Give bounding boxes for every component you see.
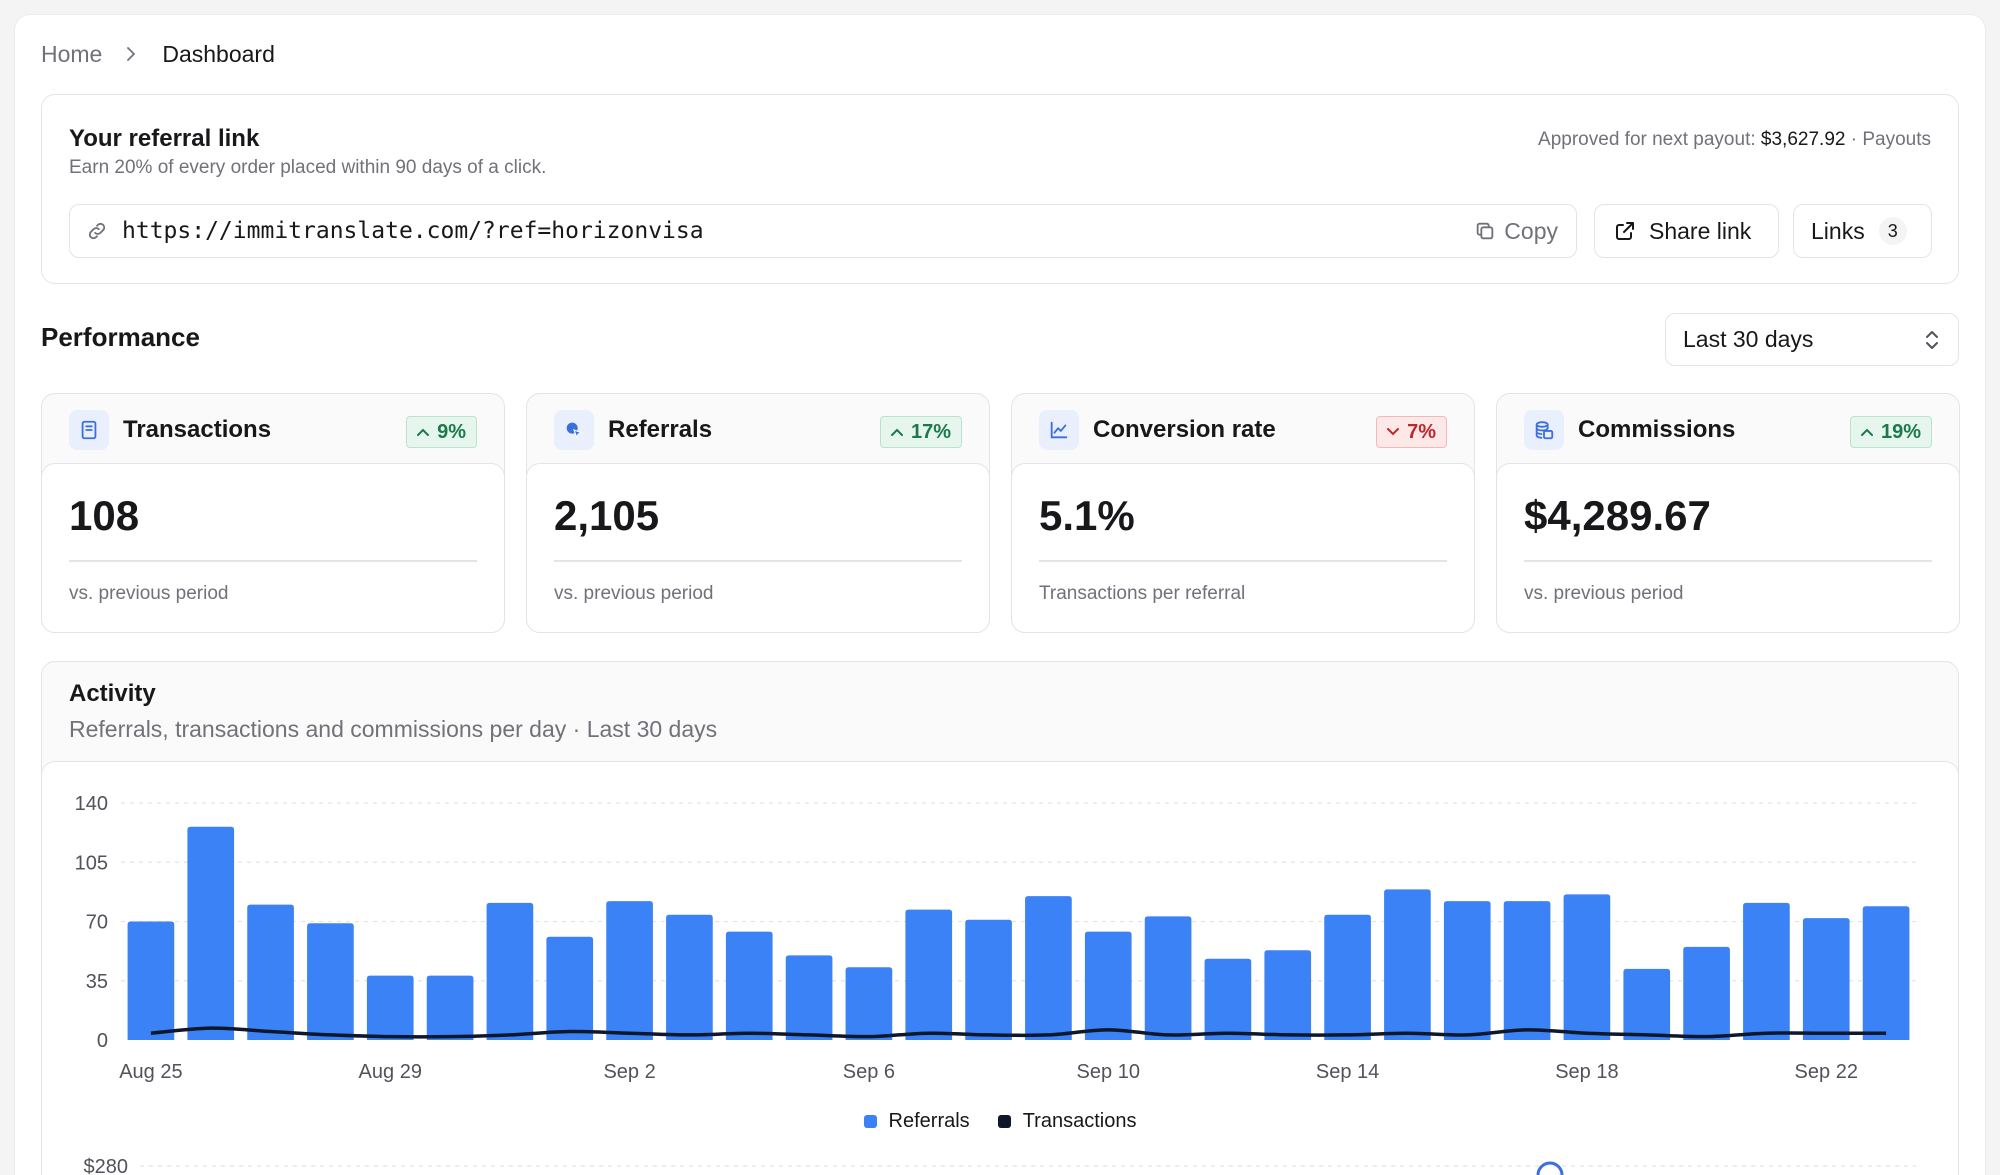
breadcrumb-current: Dashboard	[162, 40, 275, 67]
links-count-badge: 3	[1878, 217, 1907, 245]
stat-value: $4,289.67	[1524, 492, 1711, 539]
copy-icon	[1477, 222, 1494, 240]
activity-title: Activity	[69, 680, 156, 707]
stat-change-value: 9%	[437, 420, 466, 443]
stat-card-body: 2,105 vs. previous period	[526, 463, 990, 633]
legend-label: Transactions	[1022, 1110, 1137, 1132]
chevron-up-icon	[417, 428, 430, 436]
legend-swatch	[997, 1115, 1011, 1128]
link-icon	[88, 222, 106, 240]
legend-label: Referrals	[888, 1110, 970, 1132]
line-chart-icon	[1039, 410, 1079, 450]
stat-value: 2,105	[554, 492, 660, 539]
payouts-link[interactable]: Payouts	[1862, 129, 1931, 150]
copy-label: Copy	[1504, 217, 1558, 244]
share-link-button[interactable]: Share link	[1594, 204, 1779, 258]
referral-link-card: Your referral link Earn 20% of every ord…	[41, 94, 1959, 284]
chart-legend: Referrals Transactions	[0, 1110, 2000, 1133]
divider	[69, 560, 477, 562]
stat-card-body: 108 vs. previous period	[41, 463, 505, 633]
stat-note: vs. previous period	[554, 583, 714, 604]
payout-summary: Approved for next payout: $3,627.92 · Pa…	[1538, 129, 1931, 151]
stat-label: Transactions	[123, 416, 272, 443]
chevron-up-down-icon	[1926, 330, 1938, 349]
payout-amount: $3,627.92	[1760, 129, 1846, 150]
stat-card-header: Transactions 9%	[69, 408, 477, 452]
receipt-icon	[69, 410, 109, 450]
links-label: Links	[1811, 217, 1865, 244]
links-button[interactable]: Links 3	[1793, 204, 1932, 258]
copy-button[interactable]: Copy	[1474, 218, 1558, 245]
stat-change-badge: 9%	[406, 416, 477, 448]
stat-value: 108	[69, 492, 140, 539]
chevron-down-icon	[1387, 428, 1400, 436]
stat-card-body: $4,289.67 vs. previous period	[1496, 463, 1960, 633]
divider	[1039, 560, 1447, 562]
legend-swatch	[863, 1115, 877, 1128]
performance-title: Performance	[41, 322, 200, 352]
stat-label: Commissions	[1578, 416, 1736, 443]
stat-card-body: 5.1% Transactions per referral	[1011, 463, 1475, 633]
cursor-click-icon	[554, 410, 594, 450]
period-select-value: Last 30 days	[1683, 326, 1814, 352]
stat-note: Transactions per referral	[1039, 583, 1246, 604]
stat-label: Conversion rate	[1093, 416, 1276, 443]
stat-note: vs. previous period	[69, 583, 229, 604]
stat-change-badge: 17%	[879, 416, 962, 448]
stat-change-badge: 7%	[1376, 416, 1447, 448]
payout-separator: ·	[1850, 129, 1858, 150]
chevron-right-icon	[127, 47, 136, 61]
stat-card-transactions: Transactions 9% 108 vs. previous period	[41, 393, 505, 633]
divider	[1524, 560, 1932, 562]
referral-subtitle: Earn 20% of every order placed within 90…	[69, 157, 547, 178]
stat-card-referrals: Referrals 17% 2,105 vs. previous period	[526, 393, 990, 633]
legend-item: Transactions	[997, 1110, 1137, 1133]
share-icon	[1616, 222, 1634, 240]
stat-value: 5.1%	[1039, 492, 1135, 539]
referral-url: https://immitranslate.com/?ref=horizonvi…	[122, 218, 704, 244]
stat-card-header: Conversion rate 7%	[1039, 408, 1447, 452]
activity-card: Activity Referrals, transactions and com…	[41, 661, 1959, 1175]
stat-card-commissions: Commissions 19% $4,289.67 vs. previous p…	[1496, 393, 1960, 633]
stat-change-badge: 19%	[1849, 416, 1932, 448]
referral-url-field[interactable]: https://immitranslate.com/?ref=horizonvi…	[69, 204, 1577, 258]
period-select[interactable]: Last 30 days	[1665, 313, 1959, 366]
stat-card-header: Commissions 19%	[1524, 408, 1932, 452]
chevron-up-icon	[890, 428, 903, 436]
stat-change-value: 7%	[1407, 420, 1436, 443]
stat-change-value: 17%	[910, 420, 951, 443]
breadcrumb-home-link[interactable]: Home	[41, 40, 103, 67]
activity-subtitle: Referrals, transactions and commissions …	[69, 716, 718, 742]
stat-label: Referrals	[608, 416, 713, 443]
divider	[554, 560, 962, 562]
breadcrumb: Home Dashboard	[41, 38, 275, 70]
referral-title: Your referral link	[69, 125, 260, 152]
stat-change-value: 19%	[1880, 420, 1921, 443]
coins-icon	[1524, 410, 1564, 450]
chevron-up-icon	[1860, 428, 1873, 436]
payout-label: Approved for next payout:	[1538, 129, 1756, 150]
share-link-label: Share link	[1649, 217, 1752, 244]
stat-note: vs. previous period	[1524, 583, 1684, 604]
stat-card-header: Referrals 17%	[554, 408, 962, 452]
stat-card-conversion-rate: Conversion rate 7% 5.1% Transactions per…	[1011, 393, 1475, 633]
legend-item: Referrals	[863, 1110, 970, 1133]
